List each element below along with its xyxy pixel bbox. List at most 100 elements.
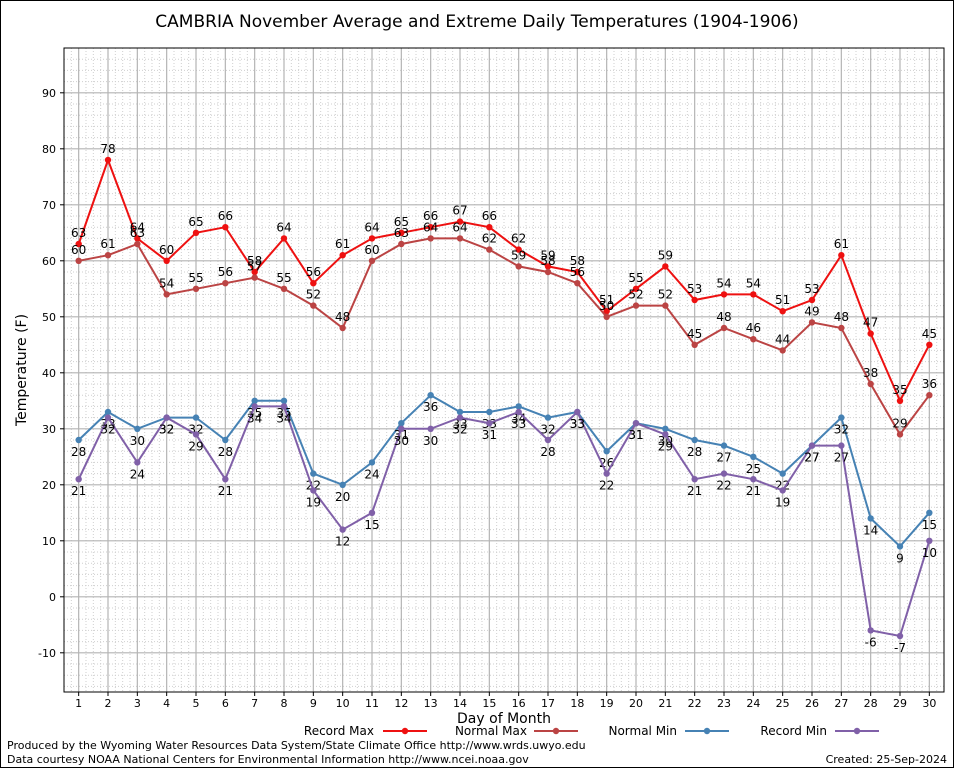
data-point [720, 291, 728, 298]
y-tick-label: 0 [49, 591, 56, 604]
data-point [486, 408, 493, 416]
data-label: 53 [804, 282, 819, 296]
data-point [163, 291, 170, 298]
data-point [808, 442, 816, 449]
data-point [603, 308, 610, 315]
x-tick-label: 30 [922, 697, 936, 710]
x-tick-label: 20 [629, 697, 643, 710]
data-label: 59 [540, 248, 555, 262]
data-label: 33 [570, 417, 585, 431]
data-point [251, 403, 258, 410]
data-label: 27 [804, 451, 819, 465]
data-label: 65 [394, 215, 409, 229]
data-point [662, 263, 669, 270]
data-label: 58 [247, 254, 262, 268]
data-label: 30 [423, 434, 438, 448]
series-line [77, 157, 931, 404]
data-point [339, 252, 346, 259]
data-point [926, 341, 933, 348]
data-point [310, 280, 317, 287]
data-label: 61 [834, 237, 849, 251]
data-point [222, 436, 229, 444]
data-label: 52 [306, 288, 321, 302]
footer-produced-by: Produced by the Wyoming Water Resources … [7, 739, 586, 752]
data-label: 21 [746, 484, 761, 498]
x-tick-label: 28 [864, 697, 878, 710]
y-tick-label: 70 [42, 199, 56, 212]
x-tick-label: 17 [541, 697, 555, 710]
data-point [603, 313, 610, 320]
x-tick-label: 14 [453, 697, 467, 710]
data-label: 38 [863, 366, 878, 380]
data-label: 31 [482, 428, 497, 442]
x-tick-label: 3 [134, 697, 141, 710]
data-label: 21 [218, 484, 233, 498]
data-label: 54 [716, 276, 731, 290]
data-label: 32 [452, 423, 467, 437]
data-label: 49 [804, 304, 819, 318]
data-label: 25 [746, 462, 761, 476]
data-label: 50 [599, 299, 614, 313]
data-label: 24 [364, 467, 379, 481]
data-point [222, 476, 229, 483]
footer-data-courtesy: Data courtesy NOAA National Centers for … [7, 753, 529, 766]
data-point [603, 470, 610, 477]
data-label: -6 [865, 635, 877, 649]
data-label: 15 [364, 518, 379, 532]
x-tick-label: 6 [222, 697, 229, 710]
data-label: 45 [922, 327, 937, 341]
data-point [926, 537, 933, 544]
data-label: 27 [804, 451, 819, 465]
data-label: 32 [540, 423, 555, 437]
data-point [779, 470, 786, 477]
series-line [78, 237, 931, 437]
data-point [339, 324, 346, 332]
x-tick-label: 15 [482, 697, 496, 710]
data-point [456, 218, 464, 225]
data-point [691, 341, 698, 348]
data-label: 32 [834, 423, 849, 437]
data-label: 56 [218, 265, 233, 279]
data-point [838, 414, 845, 421]
y-tick-label: 20 [42, 479, 56, 492]
data-point [339, 481, 346, 488]
data-label: 27 [716, 451, 731, 465]
data-point [691, 476, 698, 483]
data-label: 15 [922, 518, 937, 532]
footer-created-date: Created: 25-Sep-2024 [825, 753, 947, 766]
data-point [867, 380, 874, 388]
legend-label: Normal Max [455, 724, 527, 738]
data-point [222, 224, 229, 231]
data-label: 63 [130, 226, 145, 240]
data-label: 24 [130, 467, 145, 481]
data-point [368, 235, 376, 242]
data-label: 53 [687, 282, 702, 296]
data-point [896, 543, 904, 550]
data-point [104, 156, 112, 164]
data-label: 61 [335, 237, 350, 251]
data-label: 55 [276, 271, 291, 285]
data-label: 58 [570, 254, 585, 268]
data-point [720, 470, 728, 477]
data-point [662, 425, 669, 432]
x-tick-label: 13 [424, 697, 438, 710]
data-point [750, 476, 757, 483]
data-label: 28 [687, 445, 702, 459]
data-label: 56 [570, 265, 585, 279]
y-tick-label: 10 [42, 535, 56, 548]
data-label: 32 [159, 423, 174, 437]
data-point [251, 268, 258, 276]
y-tick-label: 50 [42, 311, 56, 324]
data-point [192, 229, 200, 236]
data-label: 57 [247, 260, 262, 274]
data-point [691, 296, 698, 304]
data-point [926, 509, 933, 516]
x-tick-label: 22 [688, 697, 702, 710]
data-point [280, 397, 288, 404]
x-tick-label: 8 [281, 697, 288, 710]
data-label: 33 [511, 417, 526, 431]
data-point [750, 336, 757, 343]
data-point [134, 459, 141, 466]
data-point [603, 448, 610, 455]
x-tick-label: 16 [512, 697, 526, 710]
